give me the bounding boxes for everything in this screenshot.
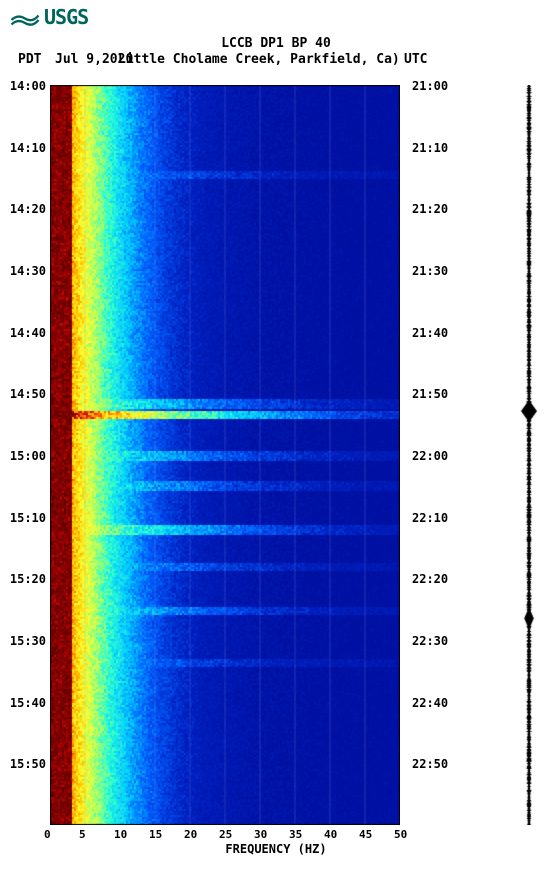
y-tick-right: 22:40 (412, 696, 448, 710)
y-tick-right: 21:30 (412, 264, 448, 278)
y-tick-left: 15:50 (10, 757, 46, 771)
y-tick-left: 14:20 (10, 202, 46, 216)
y-tick-left: 15:00 (10, 449, 46, 463)
tz-right-label: UTC (404, 52, 427, 67)
x-tick: 5 (79, 828, 86, 841)
y-tick-right: 22:30 (412, 634, 448, 648)
y-tick-right: 22:10 (412, 511, 448, 525)
y-tick-left: 15:40 (10, 696, 46, 710)
location-label: Little Cholame Creek, Parkfield, Ca) (118, 52, 400, 67)
y-tick-left: 15:20 (10, 572, 46, 586)
y-tick-left: 15:10 (10, 511, 46, 525)
x-tick: 10 (114, 828, 127, 841)
spectrogram-canvas (50, 85, 400, 825)
x-tick: 35 (289, 828, 302, 841)
x-tick: 30 (254, 828, 267, 841)
y-tick-left: 14:10 (10, 141, 46, 155)
x-tick: 20 (184, 828, 197, 841)
y-tick-right: 21:50 (412, 387, 448, 401)
seismogram-trace (520, 85, 538, 825)
y-tick-right: 21:10 (412, 141, 448, 155)
tz-left-label: PDT (18, 52, 41, 67)
y-tick-left: 14:50 (10, 387, 46, 401)
x-tick: 45 (359, 828, 372, 841)
y-tick-right: 21:20 (412, 202, 448, 216)
x-tick: 25 (219, 828, 232, 841)
x-axis-label: FREQUENCY (HZ) (0, 842, 552, 856)
spectrogram-plot (50, 85, 400, 825)
x-tick: 40 (324, 828, 337, 841)
y-tick-left: 14:40 (10, 326, 46, 340)
y-tick-left: 14:30 (10, 264, 46, 278)
x-tick: 0 (44, 828, 51, 841)
y-tick-left: 15:30 (10, 634, 46, 648)
y-tick-left: 14:00 (10, 79, 46, 93)
y-tick-right: 21:00 (412, 79, 448, 93)
x-tick: 50 (394, 828, 407, 841)
y-tick-right: 22:20 (412, 572, 448, 586)
x-tick: 15 (149, 828, 162, 841)
chart-title: LCCB DP1 BP 40 (0, 36, 552, 51)
y-tick-right: 22:00 (412, 449, 448, 463)
y-tick-right: 21:40 (412, 326, 448, 340)
logo-text: USGS (44, 5, 88, 29)
usgs-logo: USGS (10, 5, 88, 29)
y-tick-right: 22:50 (412, 757, 448, 771)
